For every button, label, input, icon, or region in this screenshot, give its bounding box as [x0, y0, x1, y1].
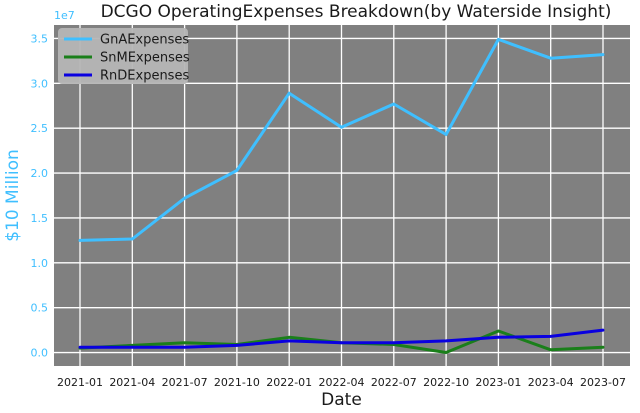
- x-tick-label: 2021-07: [162, 376, 208, 389]
- x-tick-label: 2023-04: [528, 376, 574, 389]
- series-line-RnDExpenses: [78, 328, 605, 349]
- legend-box: [58, 28, 188, 84]
- y-tick-label: 1.0: [31, 257, 49, 270]
- legend-label: SnMExpenses: [100, 51, 190, 66]
- x-tick-label: 2022-04: [319, 376, 365, 389]
- y-tick-labels: 0.0 0.5 1.0 1.5 2.0 2.5 3.0 3.5: [31, 32, 49, 359]
- x-tick-label: 2021-10: [214, 376, 260, 389]
- series-lines: [78, 37, 605, 354]
- legend: GnAExpenses SnMExpenses RnDExpenses: [58, 28, 190, 84]
- x-tick-label: 2022-07: [371, 376, 417, 389]
- x-tick-label: 2022-01: [266, 376, 312, 389]
- y-tick-label: 0.0: [31, 347, 49, 360]
- chart-title: DCGO OperatingExpenses Breakdown(by Wate…: [101, 2, 612, 22]
- y-axis-label: $10 Million: [3, 149, 23, 242]
- legend-label: GnAExpenses: [100, 33, 189, 48]
- y-tick-label: 3.0: [31, 77, 49, 90]
- x-tick-label: 2023-01: [475, 376, 521, 389]
- x-tick-label: 2023-07: [580, 376, 626, 389]
- y-tick-label: 0.5: [31, 302, 49, 315]
- y-tick-label: 1.5: [31, 212, 49, 225]
- x-axis-label: Date: [321, 390, 362, 410]
- legend-label: RnDExpenses: [100, 69, 189, 84]
- x-tick-label: 2021-04: [109, 376, 155, 389]
- y-tick-label: 2.0: [31, 167, 49, 180]
- y-tick-label: 2.5: [31, 122, 49, 135]
- x-tick-label: 2021-01: [57, 376, 103, 389]
- x-tick-label: 2022-10: [423, 376, 469, 389]
- y-offset-label: 1e7: [54, 9, 75, 22]
- series-line-GnAExpenses: [78, 37, 605, 242]
- x-tick-labels: 2021-01 2021-04 2021-07 2021-10 2022-01 2022-…: [57, 376, 626, 389]
- y-tick-label: 3.5: [31, 32, 49, 45]
